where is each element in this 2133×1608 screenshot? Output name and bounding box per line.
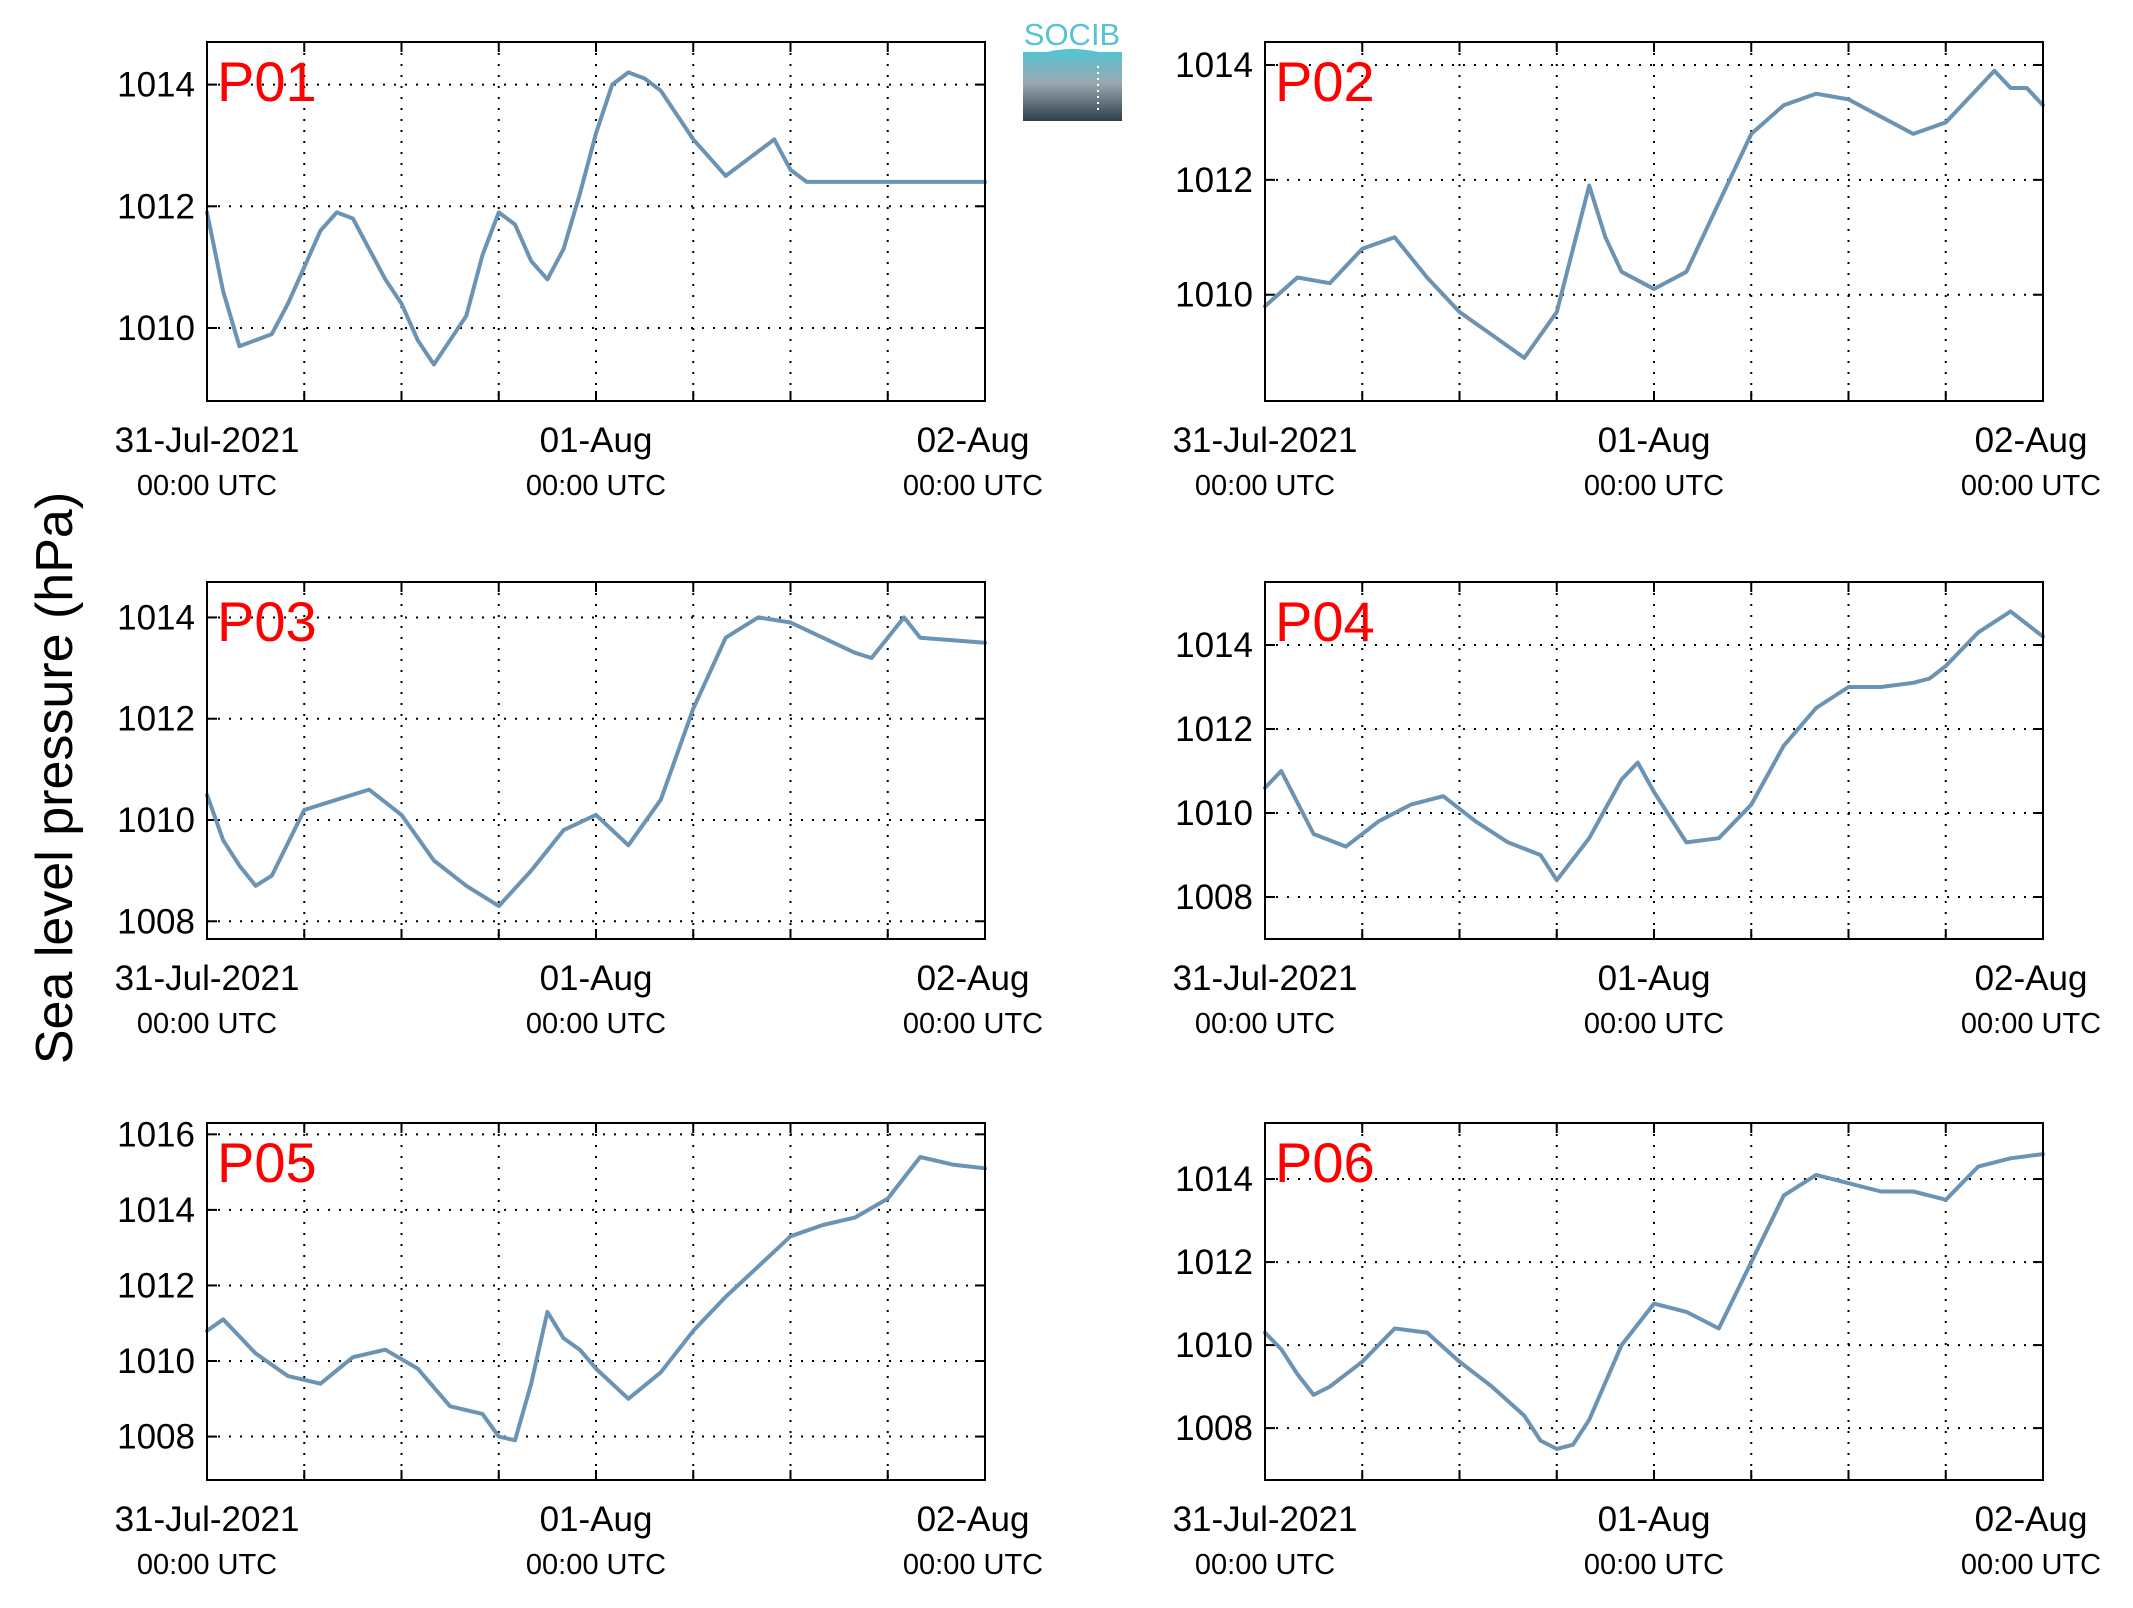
x-tick-label: 31-Jul-2021	[1173, 959, 1358, 998]
panel-p05: 1008 1010 1012 1014 1016 31-Jul-2021 00:00 UTC…	[115, 1115, 1044, 1581]
y-axis-label: Sea level pressure (hPa)	[26, 492, 84, 1064]
x-tick-label: 01-Aug	[1598, 421, 1711, 460]
y-tick-label: 1014	[1175, 626, 1253, 665]
y-tick-label: 1012	[1175, 1243, 1253, 1282]
y-tick-label: 1012	[117, 700, 195, 739]
panel-label: P04	[1275, 590, 1375, 653]
panel-label: P03	[217, 590, 317, 653]
x-tick-sublabel: 00:00 UTC	[1195, 1549, 1335, 1581]
x-tick-sublabel: 00:00 UTC	[1961, 1008, 2101, 1040]
y-tick-label: 1008	[117, 902, 195, 941]
panel-p03: 1008 1010 1012 1014 31-Jul-2021 00:00 UTC 01-A…	[115, 581, 1043, 1040]
y-tick-label: 1010	[117, 801, 195, 840]
y-tick-label: 1008	[1175, 1409, 1253, 1448]
axes-frame	[206, 581, 986, 940]
x-tick-sublabel: 00:00 UTC	[1961, 470, 2101, 502]
axes-frame	[1264, 1122, 2044, 1481]
panel-label: P01	[217, 50, 317, 113]
panel-label: P06	[1275, 1131, 1375, 1194]
series-line	[1263, 68, 2045, 360]
socib-logo: SOCIB	[1023, 17, 1122, 121]
x-tick-sublabel: 00:00 UTC	[1195, 1008, 1335, 1040]
x-tick-sublabel: 00:00 UTC	[1584, 470, 1724, 502]
x-tick-sublabel: 00:00 UTC	[1584, 1008, 1724, 1040]
x-tick-label: 31-Jul-2021	[1173, 1500, 1358, 1539]
panel-p06: 1008 1010 1012 1014 31-Jul-2021 00:00 UTC 01-A…	[1173, 1122, 2101, 1581]
y-tick-label: 1012	[117, 187, 195, 226]
x-tick-label: 01-Aug	[540, 421, 653, 460]
logo-text: SOCIB	[1024, 17, 1120, 52]
x-tick-label: 02-Aug	[917, 959, 1030, 998]
x-tick-label: 02-Aug	[917, 421, 1030, 460]
x-tick-sublabel: 00:00 UTC	[526, 1008, 666, 1040]
y-tick-label: 1008	[117, 1418, 195, 1457]
x-tick-label: 31-Jul-2021	[115, 959, 300, 998]
logo-gradient-block	[1023, 52, 1122, 121]
y-tick-label: 1014	[117, 1191, 195, 1230]
y-tick-label: 1010	[1175, 1326, 1253, 1365]
x-tick-label: 02-Aug	[1975, 959, 2088, 998]
y-tick-label: 1016	[117, 1115, 195, 1154]
x-tick-sublabel: 00:00 UTC	[137, 470, 277, 502]
x-tick-label: 31-Jul-2021	[1173, 421, 1358, 460]
x-tick-label: 02-Aug	[917, 1500, 1030, 1539]
y-tick-label: 1010	[1175, 276, 1253, 315]
x-tick-label: 02-Aug	[1975, 1500, 2088, 1539]
y-tick-label: 1010	[117, 309, 195, 348]
axes-frame	[206, 1122, 986, 1481]
y-tick-label: 1008	[1175, 878, 1253, 917]
x-tick-sublabel: 00:00 UTC	[137, 1008, 277, 1040]
y-tick-label: 1014	[117, 598, 195, 637]
x-tick-label: 31-Jul-2021	[115, 1500, 300, 1539]
series-line	[1263, 1152, 2045, 1451]
y-tick-label: 1014	[117, 66, 195, 105]
y-tick-label: 1012	[1175, 161, 1253, 200]
x-tick-sublabel: 00:00 UTC	[903, 1008, 1043, 1040]
x-tick-label: 31-Jul-2021	[115, 421, 300, 460]
series-line	[205, 70, 987, 367]
panel-p01: 1010 1012 1014 31-Jul-2021 00:00 UTC 01-Aug 00…	[115, 41, 1043, 502]
logo-wave-shape	[1023, 49, 1122, 60]
axes-frame	[206, 41, 986, 402]
series-line	[205, 615, 987, 909]
series-line	[1263, 609, 2045, 883]
axes-frame	[1264, 41, 2044, 402]
x-tick-sublabel: 00:00 UTC	[1584, 1549, 1724, 1581]
y-tick-label: 1010	[1175, 794, 1253, 833]
panel-label: P02	[1275, 50, 1375, 113]
x-tick-label: 01-Aug	[1598, 1500, 1711, 1539]
y-tick-label: 1012	[1175, 710, 1253, 749]
y-tick-label: 1010	[117, 1342, 195, 1381]
x-tick-sublabel: 00:00 UTC	[1195, 470, 1335, 502]
panel-p02: 1010 1012 1014 31-Jul-2021 00:00 UTC 01-Aug 00…	[1173, 41, 2101, 502]
y-tick-label: 1014	[1175, 46, 1253, 85]
axes-frame	[1264, 581, 2044, 940]
panels: 1010 1012 1014 31-Jul-2021 00:00 UTC 01-Aug 00…	[115, 41, 2101, 1581]
y-tick-label: 1012	[117, 1266, 195, 1305]
x-tick-sublabel: 00:00 UTC	[903, 1549, 1043, 1581]
x-tick-sublabel: 00:00 UTC	[137, 1549, 277, 1581]
x-tick-sublabel: 00:00 UTC	[903, 470, 1043, 502]
x-tick-label: 02-Aug	[1975, 421, 2088, 460]
panel-label: P05	[217, 1131, 317, 1194]
y-tick-label: 1014	[1175, 1160, 1253, 1199]
x-tick-label: 01-Aug	[540, 1500, 653, 1539]
x-tick-sublabel: 00:00 UTC	[1961, 1549, 2101, 1581]
x-tick-label: 01-Aug	[540, 959, 653, 998]
series-line	[205, 1155, 987, 1443]
x-tick-label: 01-Aug	[1598, 959, 1711, 998]
x-tick-sublabel: 00:00 UTC	[526, 470, 666, 502]
x-tick-sublabel: 00:00 UTC	[526, 1549, 666, 1581]
panel-p04: 1008 1010 1012 1014 31-Jul-2021 00:00 UTC 01-A…	[1173, 581, 2101, 1040]
